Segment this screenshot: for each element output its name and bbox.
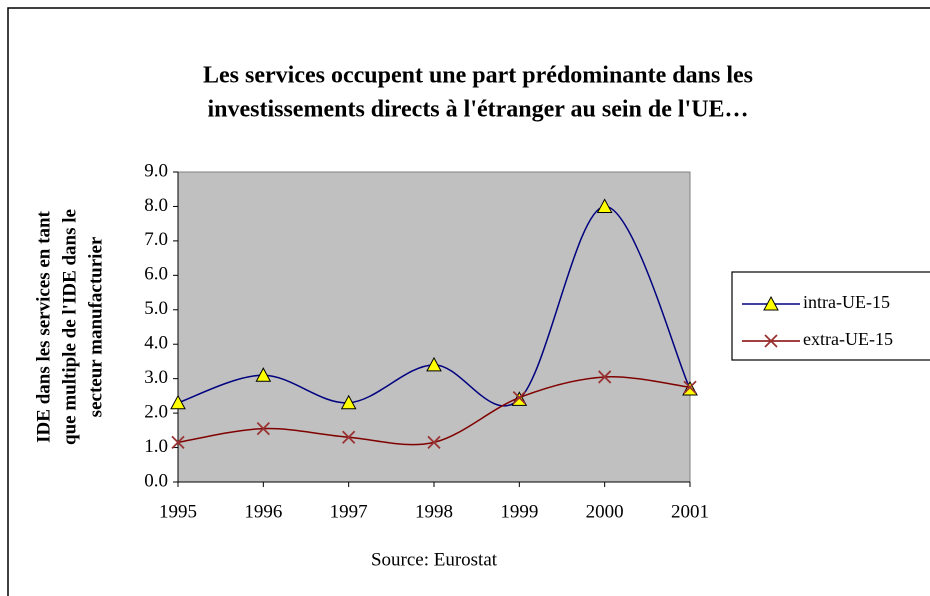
- point: [512, 390, 526, 405]
- y-tick-label: 0.0: [144, 470, 168, 491]
- legend-label: intra-UE-15: [803, 292, 890, 312]
- point: [596, 198, 613, 213]
- y-tick-label: 3.0: [144, 367, 168, 388]
- y-tick-label: 1.0: [144, 436, 168, 457]
- y-axis-label-line: IDE dans les services en tant: [33, 210, 54, 442]
- x-tick-label: 1997: [330, 501, 368, 522]
- point: [342, 430, 356, 444]
- x-tick-label: 1995: [159, 501, 197, 522]
- y-tick-label: 9.0: [144, 160, 168, 181]
- y-tick-label: 8.0: [144, 195, 168, 216]
- series-line: [177, 205, 691, 407]
- y-tick-label: 4.0: [144, 333, 168, 354]
- point: [170, 394, 186, 410]
- y-tick-label: 5.0: [144, 298, 168, 319]
- y-axis-label-line: secteur manufacturier: [85, 236, 106, 417]
- point: [171, 435, 185, 450]
- point: [256, 421, 270, 436]
- point: [426, 356, 442, 372]
- point: [340, 394, 357, 410]
- legend-marker: [764, 334, 778, 348]
- y-axis-label-line: que multiple de l'IDE dans le: [59, 209, 80, 445]
- plot-area: [177, 171, 691, 483]
- point: [598, 370, 612, 384]
- x-tick-label: 1999: [500, 501, 538, 522]
- legend-marker: [763, 295, 779, 311]
- point: [683, 380, 697, 394]
- legend: [731, 271, 930, 361]
- x-tick-label: 1996: [244, 501, 282, 522]
- legend-label: extra-UE-15: [803, 329, 893, 349]
- chart-title: investissements directs à l'étranger au …: [207, 97, 748, 123]
- chart-title: Les services occupent une part prédomina…: [203, 63, 753, 89]
- x-tick-label: 2001: [671, 501, 709, 522]
- y-tick-label: 7.0: [144, 229, 168, 250]
- x-tick-label: 2000: [586, 501, 624, 522]
- x-tick-label: 1998: [415, 501, 453, 522]
- point: [255, 367, 272, 382]
- source-note: Source: Eurostat: [371, 549, 498, 570]
- y-tick-label: 6.0: [144, 264, 168, 285]
- point: [427, 435, 441, 450]
- y-axis-label: IDE dans les services en tant que multip…: [33, 209, 106, 445]
- y-tick-label: 2.0: [144, 401, 168, 422]
